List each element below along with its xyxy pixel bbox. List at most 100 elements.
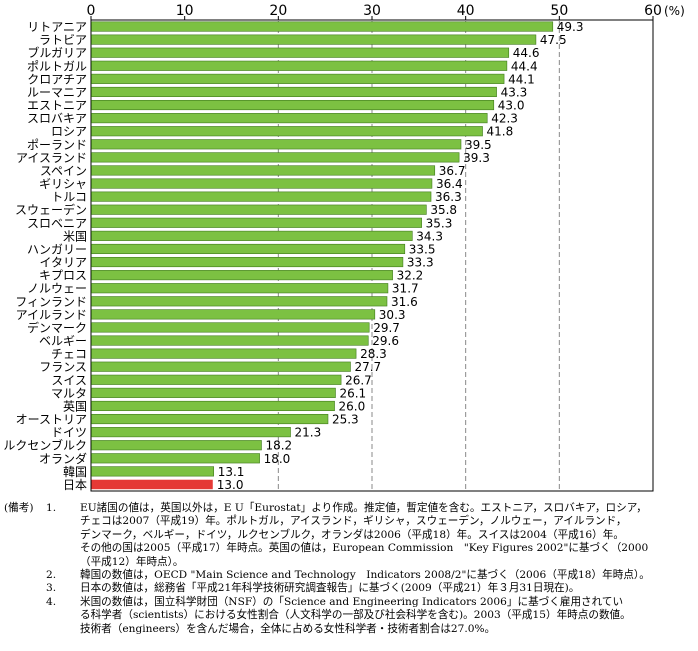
category-label: スウェーデン xyxy=(15,202,87,217)
value-label: 41.8 xyxy=(487,125,514,139)
bar xyxy=(91,178,433,189)
x-unit-label: (%) xyxy=(664,4,685,18)
category-label: ドイツ xyxy=(51,426,87,440)
value-label: 32.2 xyxy=(397,269,424,283)
category-label: ルクセンブルク xyxy=(3,438,87,453)
note-number: 2. xyxy=(46,569,57,582)
note-number: 4. xyxy=(46,595,57,608)
note-number: 3. xyxy=(46,582,57,595)
category-label: アイルランド xyxy=(16,308,87,322)
x-tick-label: 50 xyxy=(550,3,568,19)
x-tick-label: 40 xyxy=(457,3,475,19)
category-label: ギリシャ xyxy=(39,177,87,191)
bar xyxy=(91,243,406,255)
category-label: オランダ xyxy=(39,451,87,466)
bar xyxy=(91,361,351,372)
x-tick-label: 10 xyxy=(176,3,194,19)
x-tick-label: 20 xyxy=(269,3,287,19)
note-number: 1. xyxy=(46,502,57,514)
bar xyxy=(91,335,369,346)
value-label: 35.8 xyxy=(430,203,457,217)
value-label: 42.3 xyxy=(491,112,518,126)
bar xyxy=(91,217,422,228)
value-label: 13.1 xyxy=(218,465,245,479)
value-label: 39.5 xyxy=(465,138,492,152)
category-label: オーストリア xyxy=(16,413,87,427)
bar xyxy=(91,322,370,333)
category-label: リトアニア xyxy=(27,20,87,34)
value-label: 49.3 xyxy=(557,20,584,34)
value-label: 36.7 xyxy=(439,164,466,178)
bar xyxy=(91,400,335,412)
value-label: 44.1 xyxy=(508,72,535,86)
category-label: キプロス xyxy=(39,269,87,283)
value-label: 44.6 xyxy=(513,46,540,60)
value-label: 26.1 xyxy=(339,386,366,400)
category-label: スペイン xyxy=(40,164,87,178)
bar xyxy=(91,296,388,307)
value-label: 27.7 xyxy=(354,360,381,374)
bar xyxy=(91,387,336,398)
value-label: 13.0 xyxy=(217,478,244,492)
bar xyxy=(91,139,462,150)
value-label: 26.0 xyxy=(339,399,366,413)
category-label: ラトビア xyxy=(39,33,87,47)
category-label: クロアチア xyxy=(27,72,87,86)
value-label: 30.3 xyxy=(379,308,406,322)
bar xyxy=(91,86,497,98)
bar xyxy=(91,113,488,124)
bar-chart: 0 10 20 30 40 50 60 (%) リトアニア 49.3 ラトビア 47.5 ブルガリア 44… xyxy=(3,3,685,492)
note-text: 米国の数値は，国立科学財団（NSF）の「Science and Engineer… xyxy=(80,595,631,635)
value-label: 36.4 xyxy=(436,177,463,191)
value-label: 34.3 xyxy=(416,229,443,243)
bar xyxy=(91,374,342,385)
value-label: 43.0 xyxy=(498,99,525,113)
category-label: トルコ xyxy=(51,190,87,204)
value-label: 28.3 xyxy=(360,347,387,361)
bar xyxy=(91,348,357,359)
bar xyxy=(91,413,329,425)
bar xyxy=(91,466,215,477)
value-label: 47.5 xyxy=(540,33,567,47)
category-label: スロベニア xyxy=(27,216,87,230)
x-tick-label: 30 xyxy=(363,3,381,19)
category-label: 英国 xyxy=(63,399,87,413)
bar xyxy=(91,126,483,137)
bar xyxy=(91,283,389,294)
bar xyxy=(91,270,393,281)
bar xyxy=(91,479,213,490)
x-tick-label: 60 xyxy=(644,3,662,19)
bar xyxy=(91,47,510,58)
note-item: 3. 日本の数値は，総務省「平成21年科学技術研究調査報告」に基づく(2009（… xyxy=(0,582,698,595)
value-label: 31.7 xyxy=(392,282,419,296)
value-label: 18.0 xyxy=(264,452,291,466)
category-label: フィンランド xyxy=(15,295,87,309)
note-text: 日本の数値は，総務省「平成21年科学技術研究調査報告」に基づく(2009（平成2… xyxy=(80,582,580,595)
category-label: 米国 xyxy=(63,229,87,243)
category-label: イタリア xyxy=(39,256,87,270)
category-label: スイス xyxy=(51,373,87,387)
category-label: ポルトガル xyxy=(27,59,87,73)
value-label: 35.3 xyxy=(426,216,453,230)
value-label: 39.3 xyxy=(463,151,490,165)
bar xyxy=(91,440,262,451)
category-label: ポーランド xyxy=(27,138,87,152)
bar xyxy=(91,191,432,202)
value-label: 31.6 xyxy=(391,295,418,309)
value-label: 21.3 xyxy=(295,426,322,440)
bar xyxy=(91,73,505,84)
x-tick-label: 0 xyxy=(87,3,96,19)
bar xyxy=(91,60,508,71)
value-label: 29.6 xyxy=(372,334,399,348)
category-label: 韓国 xyxy=(63,465,87,479)
bar xyxy=(91,21,554,32)
note-item: 4. 米国の数値は，国立科学財団（NSF）の「Science and Engin… xyxy=(0,596,698,636)
value-label: 26.7 xyxy=(345,373,372,387)
bar xyxy=(91,309,376,320)
notes-section: (備考) 1. EU諸国の値は，英国以外は，E U「Eurostat」より作成。… xyxy=(0,502,698,636)
category-label: ロシア xyxy=(51,125,87,139)
note-item: (備考) 1. EU諸国の値は，英国以外は，E U「Eurostat」より作成。… xyxy=(0,502,698,569)
note-text: EU諸国の値は，英国以外は，E U「Eurostat」より作成。推定値，暫定値を… xyxy=(80,502,649,568)
category-label: 日本 xyxy=(63,478,87,492)
value-label: 33.5 xyxy=(409,242,436,256)
